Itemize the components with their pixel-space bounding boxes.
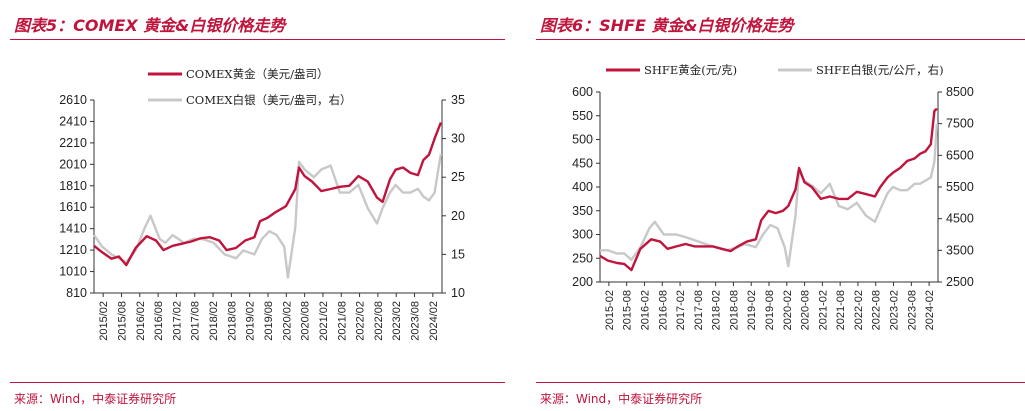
left-y-tick-label: 200 (572, 275, 593, 289)
x-tick-label: 2020/02 (281, 301, 293, 341)
left-y-tick-label: 250 (572, 251, 593, 265)
x-tick-label: 2024/02 (428, 301, 440, 341)
x-tick-label: 2021-08 (835, 290, 847, 330)
right-y-tick-label: 6500 (946, 148, 974, 162)
left-y-tick-label: 600 (572, 85, 593, 99)
x-tick-label: 2017-02 (675, 290, 687, 330)
x-tick-label: 2023/02 (391, 301, 403, 341)
x-tick-label: 2021/08 (336, 301, 348, 341)
right-source-note: 来源：Wind，中泰证券研究所 (540, 392, 703, 406)
right-chart-svg: 200 250 300 350 400 450 500 550 600 2500 3500 4500 5… (572, 63, 974, 330)
left-source-note: 来源：Wind，中泰证券研究所 (14, 392, 177, 406)
left-y-tick-label: 450 (572, 156, 593, 170)
x-tick-label: 2015-08 (622, 290, 634, 330)
right-y-tick-label: 35 (451, 93, 465, 107)
left-source-rule (10, 382, 505, 383)
right-y-tick-label: 20 (451, 209, 465, 223)
x-tick-label: 2024-02 (924, 290, 936, 330)
right-y-tick-label: 5500 (946, 180, 974, 194)
right-y-tick-label: 2500 (946, 275, 974, 289)
x-tick-label: 2020-02 (782, 290, 794, 330)
x-tick-label: 2023-08 (906, 290, 918, 330)
x-tick-label: 2020/08 (300, 301, 312, 341)
right-y-tick-label: 15 (451, 247, 465, 261)
legend-label-gold: SHFE黄金(元/克) (644, 63, 737, 77)
left-y-tick-label: 2010 (59, 157, 87, 171)
left-y-tick-label: 2210 (59, 136, 87, 150)
x-tick-label: 2015/02 (98, 301, 110, 341)
legend-label-silver: COMEX白银（美元/盎司，右） (186, 93, 351, 107)
x-tick-label: 2023/08 (410, 301, 422, 341)
x-tick-label: 2016/08 (153, 301, 165, 341)
right-y-tick-label: 7500 (946, 117, 974, 131)
left-chart-title: 图表5：COMEX 黄金&白银价格走势 (14, 16, 286, 35)
x-tick-label: 2018-02 (711, 290, 723, 330)
x-tick-label: 2023-02 (889, 290, 901, 330)
x-tick-label: 2016-02 (639, 290, 651, 330)
left-y-tick-label: 2410 (59, 114, 87, 128)
gold-series-line (93, 122, 443, 267)
x-tick-label: 2022-08 (871, 290, 883, 330)
x-tick-label: 2022-02 (853, 290, 865, 330)
right-y-tick-label: 3500 (946, 243, 974, 257)
legend-label-gold: COMEX黄金（美元/盎司） (186, 67, 328, 81)
x-tick-label: 2018/02 (208, 301, 220, 341)
right-title-rule (536, 39, 1025, 40)
left-y-tick-label: 350 (572, 204, 593, 218)
right-chart-panel: 图表6：SHFE 黄金&白银价格走势 200 250 300 350 400 450 500… (536, 0, 1025, 411)
left-y-tick-label: 810 (66, 286, 87, 300)
x-tick-label: 2017-08 (693, 290, 705, 330)
x-tick-label: 2019/02 (245, 301, 257, 341)
x-tick-label: 2016-08 (657, 290, 669, 330)
x-tick-label: 2015/08 (116, 301, 128, 341)
x-tick-label: 2021-02 (817, 290, 829, 330)
left-y-tick-label: 400 (572, 180, 593, 194)
left-y-tick-label: 500 (572, 133, 593, 147)
left-y-tick-label: 1610 (59, 200, 87, 214)
gold-series-line (599, 107, 938, 272)
x-tick-label: 2019-02 (746, 290, 758, 330)
left-y-tick-label: 1810 (59, 179, 87, 193)
silver-series-line (600, 123, 939, 268)
left-y-tick-label: 1210 (59, 243, 87, 257)
x-tick-label: 2015-02 (604, 290, 616, 330)
silver-series-line (93, 153, 443, 279)
right-y-tick-label: 30 (451, 132, 465, 146)
left-y-tick-label: 2610 (59, 93, 87, 107)
x-tick-label: 2016/02 (135, 301, 147, 341)
left-y-tick-label: 1010 (59, 265, 87, 279)
right-chart-title: 图表6：SHFE 黄金&白银价格走势 (540, 16, 794, 35)
x-tick-label: 2018-08 (728, 290, 740, 330)
x-tick-label: 2022/02 (355, 301, 367, 341)
right-y-tick-label: 10 (451, 286, 465, 300)
x-tick-label: 2019/08 (263, 301, 275, 341)
left-title-rule (10, 39, 505, 40)
right-source-rule (536, 382, 1025, 383)
left-y-tick-label: 300 (572, 228, 593, 242)
right-y-tick-label: 4500 (946, 212, 974, 226)
left-y-tick-label: 550 (572, 109, 593, 123)
x-tick-label: 2022/08 (373, 301, 385, 341)
x-tick-label: 2017/08 (190, 301, 202, 341)
right-y-tick-label: 8500 (946, 85, 974, 99)
left-chart-svg: 8101010121014101610181020102210241026101… (59, 67, 465, 341)
left-chart-panel: 图表5：COMEX 黄金&白银价格走势 810 1010 1210 1410 1610 1… (10, 0, 505, 411)
legend-label-silver: SHFE白银(元/公斤，右) (816, 63, 944, 77)
left-y-tick-label: 1410 (59, 222, 87, 236)
x-tick-label: 2017/02 (171, 301, 183, 341)
x-tick-label: 2020-08 (800, 290, 812, 330)
right-y-tick-label: 25 (451, 170, 465, 184)
x-tick-label: 2018/08 (226, 301, 238, 341)
x-tick-label: 2021/02 (318, 301, 330, 341)
x-tick-label: 2019-08 (764, 290, 776, 330)
